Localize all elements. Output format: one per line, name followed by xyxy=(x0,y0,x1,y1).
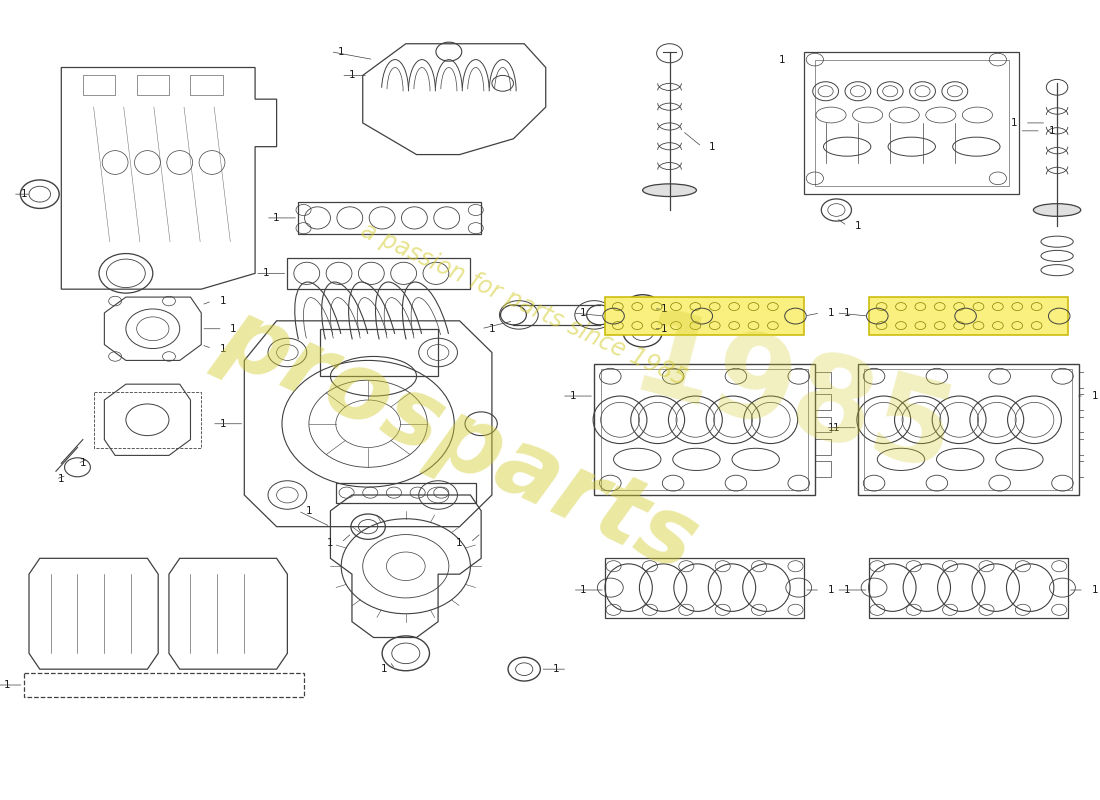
Text: 1: 1 xyxy=(220,296,227,306)
Text: 1: 1 xyxy=(381,664,387,674)
Bar xyxy=(815,394,830,410)
Bar xyxy=(605,558,804,618)
Text: 1: 1 xyxy=(833,422,839,433)
Bar xyxy=(858,364,1079,495)
Bar xyxy=(298,202,481,234)
Bar xyxy=(1079,372,1094,388)
Text: 1: 1 xyxy=(855,221,861,231)
Text: 1: 1 xyxy=(338,46,344,57)
Text: 1: 1 xyxy=(456,538,463,547)
Text: 1: 1 xyxy=(827,308,834,318)
Bar xyxy=(1079,417,1094,433)
Bar xyxy=(865,369,1072,490)
Bar xyxy=(1079,438,1094,454)
Bar xyxy=(1079,461,1094,477)
Text: 1: 1 xyxy=(570,391,576,401)
Bar xyxy=(804,52,1020,194)
Ellipse shape xyxy=(642,184,696,197)
Text: 1: 1 xyxy=(273,213,279,223)
Text: 1: 1 xyxy=(327,538,333,547)
Bar xyxy=(815,59,1009,186)
Bar xyxy=(815,372,830,388)
Text: 1: 1 xyxy=(58,474,65,484)
Text: 1: 1 xyxy=(488,324,495,334)
Text: 1: 1 xyxy=(1091,391,1098,401)
Bar xyxy=(136,75,169,95)
Text: 1: 1 xyxy=(220,343,227,354)
Text: 1: 1 xyxy=(1048,126,1055,136)
Text: 1: 1 xyxy=(661,324,668,334)
Bar xyxy=(815,438,830,454)
Text: 1: 1 xyxy=(79,458,86,468)
Text: 1: 1 xyxy=(1011,118,1018,128)
Bar xyxy=(605,297,804,335)
Bar xyxy=(869,558,1068,618)
Text: 1: 1 xyxy=(844,585,850,595)
Text: 1985: 1985 xyxy=(620,302,967,498)
Bar xyxy=(23,673,304,697)
Bar xyxy=(601,369,808,490)
Text: 1: 1 xyxy=(580,585,586,595)
Text: 1: 1 xyxy=(844,308,850,318)
Text: 1: 1 xyxy=(827,585,834,595)
Text: 1: 1 xyxy=(661,304,668,314)
Bar xyxy=(190,75,223,95)
Ellipse shape xyxy=(1033,204,1081,216)
Text: 1: 1 xyxy=(553,664,560,674)
Text: 1: 1 xyxy=(710,142,716,152)
Bar xyxy=(815,461,830,477)
Bar xyxy=(320,329,438,376)
Bar xyxy=(94,392,201,447)
Text: 1: 1 xyxy=(220,418,227,429)
Bar xyxy=(869,297,1068,335)
Text: 1: 1 xyxy=(306,506,312,516)
Text: 1: 1 xyxy=(580,308,586,318)
Bar xyxy=(594,364,815,495)
Text: 1: 1 xyxy=(263,268,270,278)
Bar xyxy=(336,483,476,503)
Text: 1: 1 xyxy=(779,54,785,65)
Text: 1: 1 xyxy=(230,324,236,334)
Text: 1: 1 xyxy=(1091,585,1098,595)
Text: prosparts: prosparts xyxy=(207,289,713,590)
Text: a passion for parts since 1985: a passion for parts since 1985 xyxy=(358,218,691,391)
Text: 1: 1 xyxy=(827,422,834,433)
Text: 1: 1 xyxy=(349,70,355,81)
Bar xyxy=(1079,394,1094,410)
Text: 1: 1 xyxy=(4,680,11,690)
Bar xyxy=(287,258,471,289)
Bar xyxy=(815,417,830,433)
Text: 1: 1 xyxy=(20,189,26,199)
Bar xyxy=(82,75,116,95)
